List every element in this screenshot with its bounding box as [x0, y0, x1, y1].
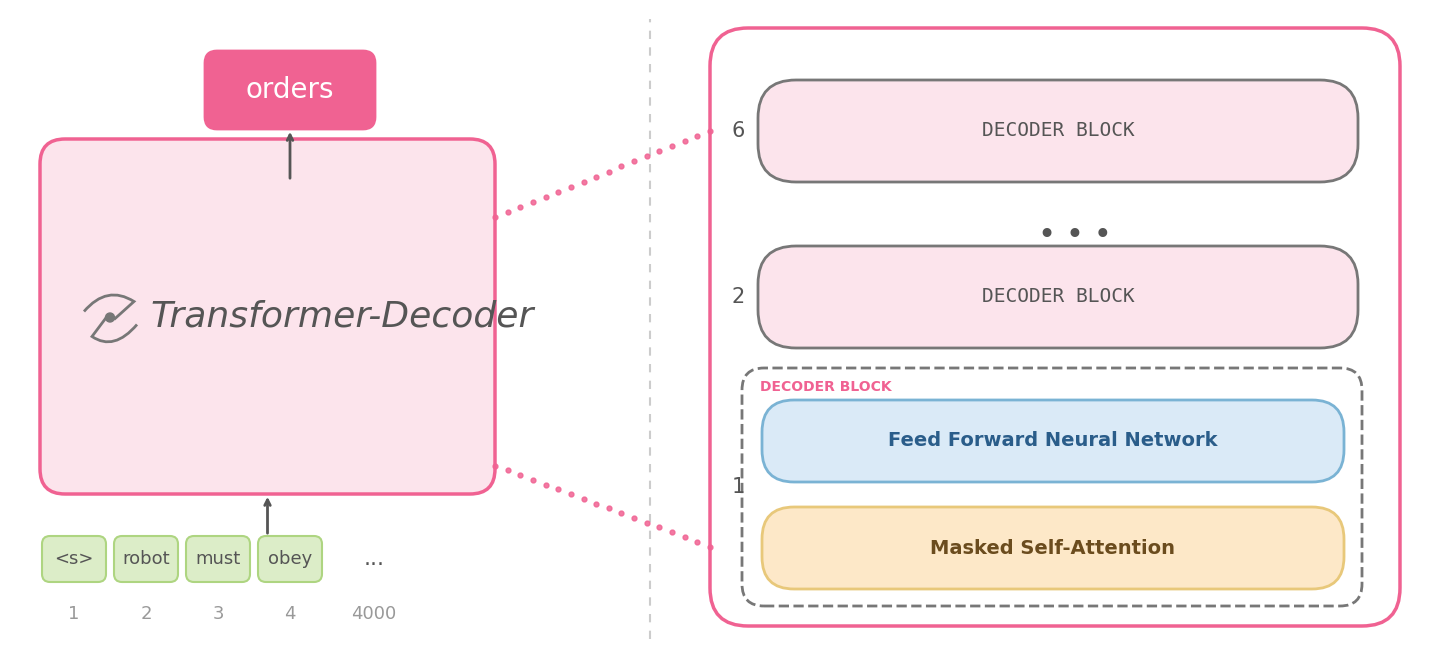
Text: obey: obey: [268, 550, 312, 568]
Text: DECODER BLOCK: DECODER BLOCK: [982, 288, 1135, 307]
FancyBboxPatch shape: [204, 51, 374, 129]
Text: ...: ...: [363, 549, 384, 569]
Text: Feed Forward Neural Network: Feed Forward Neural Network: [888, 432, 1218, 451]
Text: must: must: [196, 550, 240, 568]
Text: 3: 3: [212, 605, 223, 623]
FancyBboxPatch shape: [762, 507, 1344, 589]
FancyBboxPatch shape: [186, 536, 251, 582]
FancyBboxPatch shape: [762, 400, 1344, 482]
Text: 1: 1: [732, 477, 744, 497]
FancyBboxPatch shape: [42, 536, 107, 582]
FancyBboxPatch shape: [710, 28, 1400, 626]
FancyBboxPatch shape: [757, 246, 1358, 348]
Text: 1: 1: [68, 605, 79, 623]
Text: orders: orders: [246, 76, 334, 104]
Text: 6: 6: [732, 121, 744, 141]
FancyBboxPatch shape: [40, 139, 495, 494]
Text: DECODER BLOCK: DECODER BLOCK: [760, 380, 891, 394]
Text: 2: 2: [140, 605, 151, 623]
Text: DECODER BLOCK: DECODER BLOCK: [982, 122, 1135, 141]
Text: • • •: • • •: [1038, 222, 1112, 250]
FancyBboxPatch shape: [757, 80, 1358, 182]
Text: 4: 4: [284, 605, 295, 623]
FancyBboxPatch shape: [742, 368, 1362, 606]
Text: robot: robot: [122, 550, 170, 568]
Text: 4000: 4000: [351, 605, 396, 623]
Text: Masked Self-Attention: Masked Self-Attention: [930, 538, 1175, 557]
FancyBboxPatch shape: [258, 536, 323, 582]
Text: <s>: <s>: [55, 550, 94, 568]
FancyBboxPatch shape: [114, 536, 179, 582]
Text: 2: 2: [732, 287, 744, 307]
Text: Transformer-Decoder: Transformer-Decoder: [150, 300, 533, 334]
Circle shape: [105, 313, 115, 322]
